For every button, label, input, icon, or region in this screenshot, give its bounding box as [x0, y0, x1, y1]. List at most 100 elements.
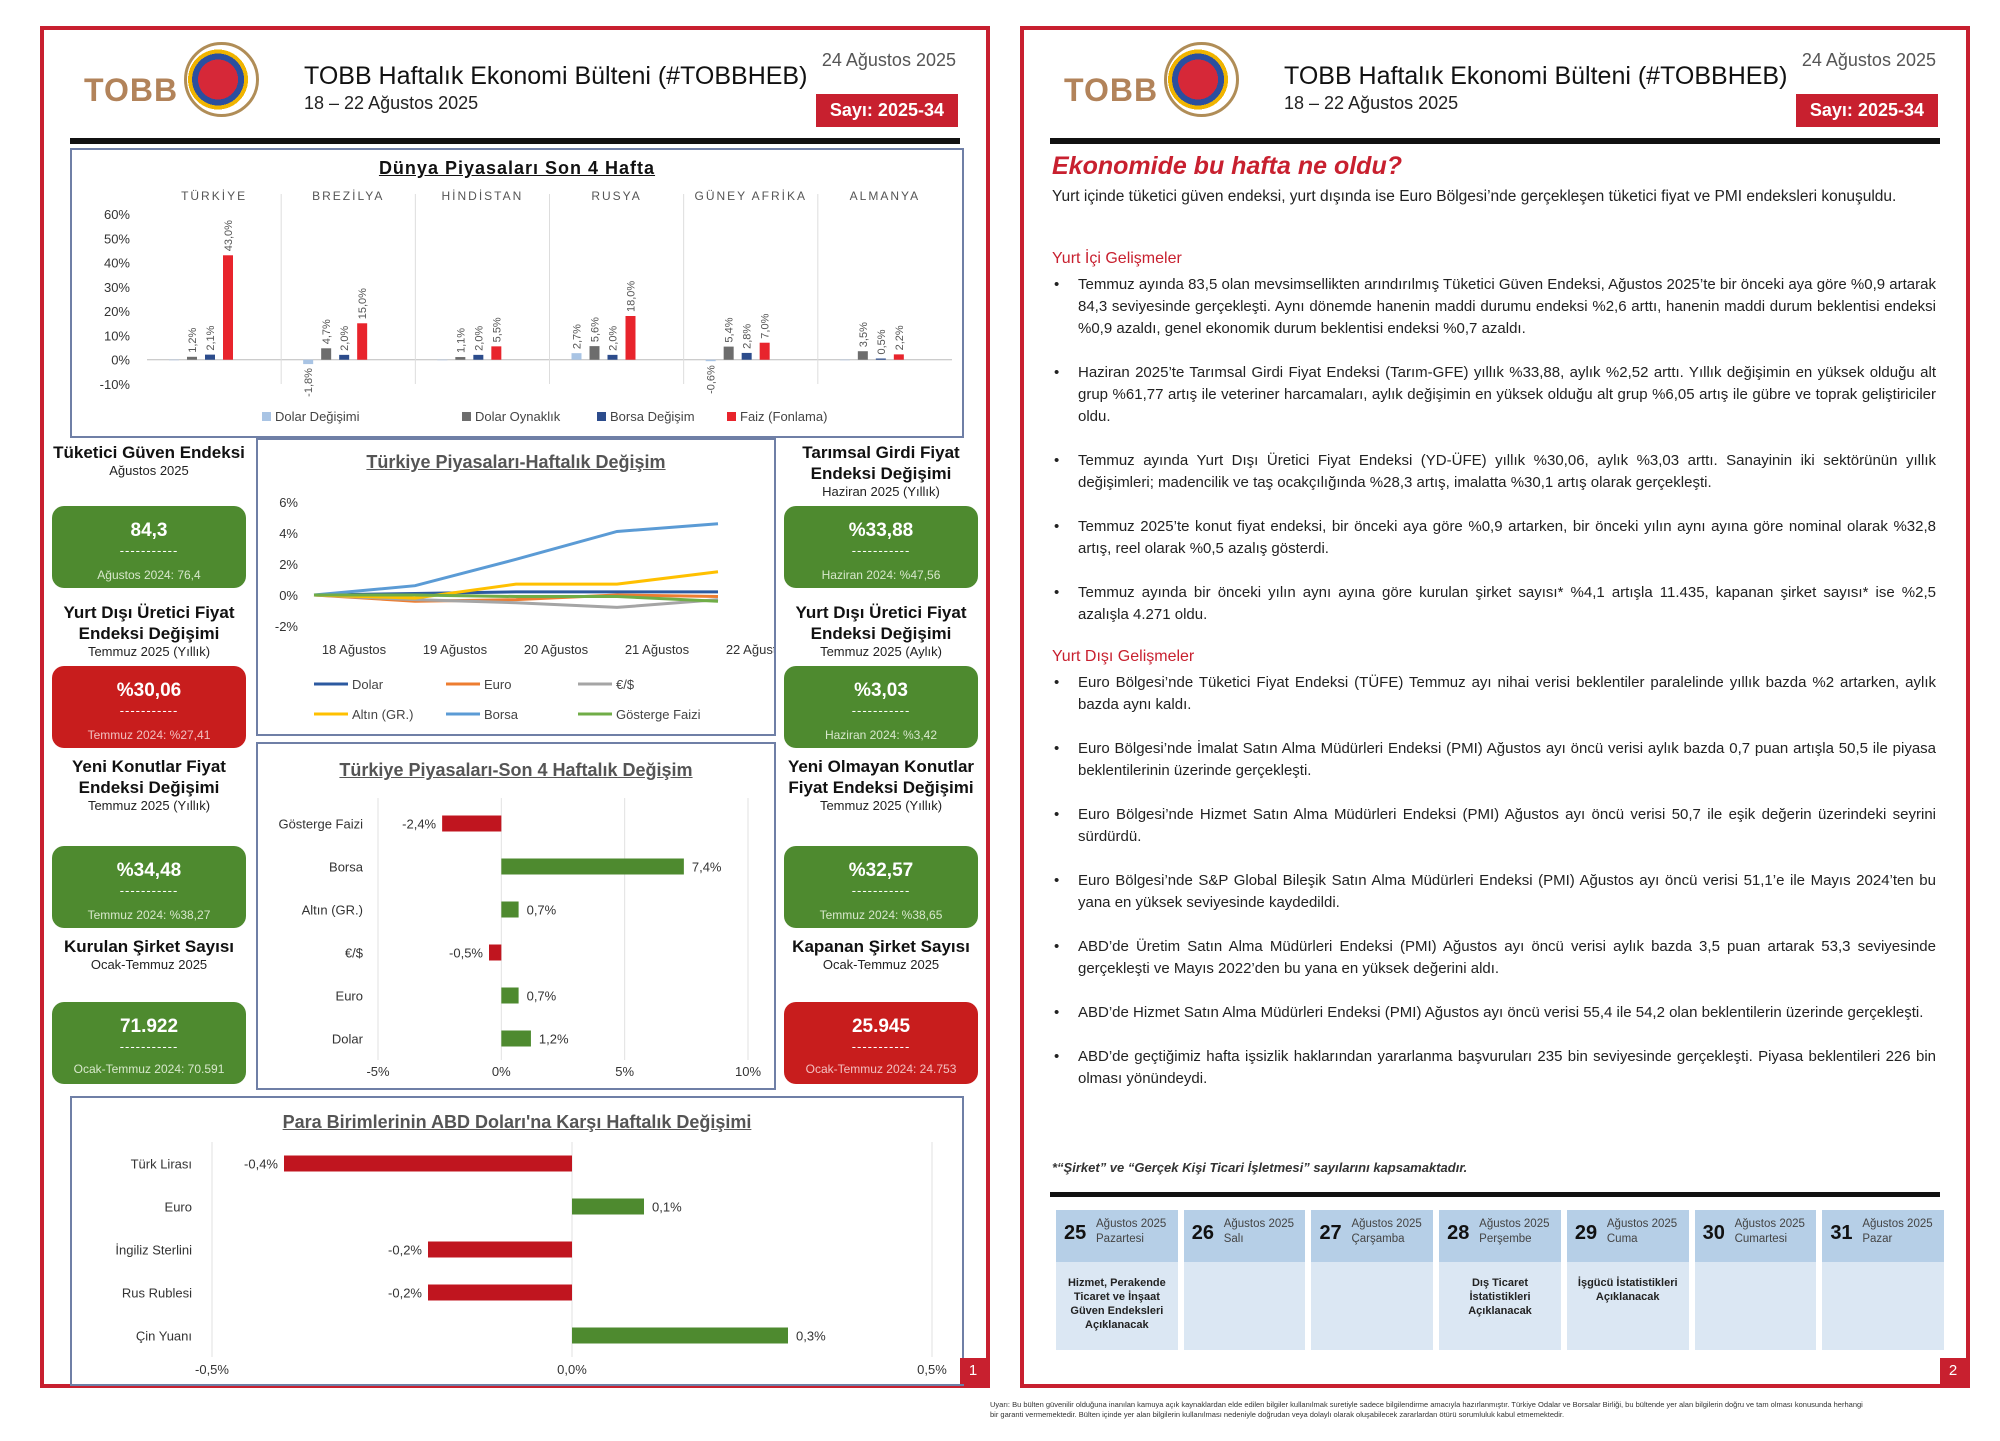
- category-label: €/$: [345, 946, 364, 961]
- tobb-logo: TOBB: [84, 42, 259, 132]
- calendar-day-number: 31: [1830, 1222, 1853, 1244]
- category-label: Borsa: [329, 860, 364, 875]
- data-label: 0,7%: [527, 989, 557, 1004]
- bar: [489, 944, 502, 961]
- x-tick-label: 18 Ağustos: [322, 642, 387, 657]
- bar: [572, 1327, 788, 1344]
- header-rule: [1050, 138, 1940, 144]
- page-number: 2: [1940, 1358, 1966, 1384]
- tobb-emblem-icon: [1164, 42, 1239, 117]
- list-item: Euro Bölgesi’nde S&P Global Bileşik Satı…: [1052, 870, 1936, 914]
- data-label: -2,4%: [402, 817, 436, 832]
- bar: [501, 987, 519, 1004]
- calendar-month: Ağustos 2025: [1734, 1218, 1805, 1230]
- y-tick-label: -10%: [100, 377, 131, 392]
- calendar-day-header: 28 Ağustos 2025 Perşembe: [1439, 1210, 1561, 1262]
- indicator-label-export-ppi-monthly: Yurt Dışı Üretici Fiyat Endeksi Değişimi…: [795, 603, 967, 659]
- bar: [223, 255, 233, 360]
- data-label: 2,2%: [894, 325, 906, 350]
- calendar-day-number: 29: [1574, 1222, 1598, 1244]
- data-label: 2,0%: [473, 326, 485, 351]
- calendar-day-number: 26: [1191, 1222, 1214, 1244]
- bar: [571, 353, 582, 360]
- bar: [501, 1030, 531, 1047]
- calendar-event: İşgücü İstatistikleri Açıklanacak: [1577, 1277, 1678, 1303]
- x-tick-label: 5%: [615, 1064, 634, 1079]
- legend-swatch: [262, 412, 271, 421]
- tobb-emblem-icon: [184, 42, 259, 117]
- calendar-day-header: 26 Ağustos 2025 Salı: [1183, 1210, 1306, 1262]
- country-label: TÜRKİYE: [181, 189, 247, 203]
- y-tick-label: 60%: [104, 207, 130, 222]
- calendar-weekday: Çarşamba: [1351, 1233, 1405, 1245]
- issue-badge: Sayı: 2025-34: [1795, 94, 1938, 127]
- bar: [442, 815, 502, 832]
- bar: [437, 359, 448, 361]
- issue-badge: Sayı: 2025-34: [815, 94, 958, 127]
- data-label: 7,4%: [692, 860, 722, 875]
- bar: [893, 354, 904, 360]
- country-label: HİNDİSTAN: [442, 189, 524, 203]
- currency-chart-title: Para Birimlerinin ABD Doları'na Karşı Ha…: [282, 1112, 752, 1132]
- weekly-chart-title: Türkiye Piyasaları-Haftalık Değişim: [366, 452, 666, 472]
- indicator-card-firms-founded: 71.922 ----------- Ocak-Temmuz 2024: 70.59…: [52, 1002, 246, 1084]
- category-label: Rus Rublesi: [122, 1286, 192, 1301]
- foreign-heading: Yurt Dışı Gelişmeler: [1052, 648, 1195, 665]
- data-label: 2,0%: [339, 326, 351, 351]
- header-rule: [70, 138, 960, 144]
- calendar-event: Hizmet, Perakende Ticaret ve İnşaat Güve…: [1067, 1277, 1166, 1331]
- bar: [741, 352, 752, 360]
- bar: [572, 1198, 644, 1215]
- x-tick-label: -0,5%: [195, 1362, 229, 1377]
- list-item: Temmuz ayında Yurt Dışı Üretici Fiyat En…: [1052, 450, 1936, 494]
- list-item: Euro Bölgesi’nde Tüketici Fiyat Endeksi …: [1052, 672, 1936, 716]
- calendar-event: Dış Ticaret İstatistikleri Açıklanacak: [1468, 1277, 1532, 1317]
- y-tick-label: 30%: [104, 280, 130, 295]
- list-item: Temmuz 2025’te konut fiyat endeksi, bir …: [1052, 516, 1936, 560]
- domestic-list: Temmuz ayında 83,5 olan mevsimsellikten …: [1052, 274, 1936, 648]
- data-label: -1,8%: [303, 368, 315, 397]
- legend-swatch: [462, 412, 471, 421]
- x-tick-label: 21 Ağustos: [625, 642, 690, 657]
- calendar-day: 26 Ağustos 2025 Salı: [1183, 1210, 1306, 1350]
- bulletin-period: 18 – 22 Ağustos 2025: [1284, 93, 1459, 113]
- y-tick-label: -2%: [275, 619, 299, 634]
- page-1: TOBB TOBB Haftalık Ekonomi Bülteni (#TOB…: [40, 26, 990, 1388]
- calendar-day-number: 30: [1702, 1222, 1725, 1244]
- data-label: -0,5%: [449, 946, 483, 961]
- bar: [339, 354, 350, 360]
- bar: [321, 348, 332, 360]
- bar: [857, 351, 868, 360]
- calendar-weekday: Perşembe: [1479, 1233, 1532, 1245]
- bar: [187, 356, 197, 360]
- indicator-card-firms-closed: 25.945 ----------- Ocak-Temmuz 2024: 24.75…: [784, 1002, 978, 1084]
- bar: [491, 346, 502, 360]
- footnote: *“Şirket” ve “Gerçek Kişi Ticari İşletme…: [1052, 1160, 1468, 1175]
- calendar-day: 25 Ağustos 2025 Pazartesi Hizmet, Perake…: [1056, 1210, 1178, 1350]
- y-tick-label: 0%: [111, 353, 130, 368]
- bulletin-title: TOBB Haftalık Ekonomi Bülteni (#TOBBHEB): [304, 62, 808, 90]
- disclaimer: Uyarı: Bu bülten güvenilir olduğuna inan…: [990, 1400, 1863, 1419]
- list-item: ABD’de Hizmet Satın Alma Müdürleri Endek…: [1052, 1002, 1936, 1024]
- calendar-day-header: 29 Ağustos 2025 Cuma: [1566, 1210, 1689, 1262]
- calendar-month: Ağustos 2025: [1351, 1218, 1422, 1230]
- data-label: 2,7%: [572, 324, 584, 349]
- four-week-chart: Türkiye Piyasaları-Son 4 Haftalık Değişi…: [256, 742, 776, 1090]
- data-label: -0,2%: [388, 1243, 422, 1258]
- list-item: ABD’de Üretim Satın Alma Müdürleri Endek…: [1052, 936, 1936, 980]
- calendar-weekday: Cuma: [1606, 1233, 1638, 1245]
- indicator-label-consumer-confidence: Tüketici Güven Endeksi Ağustos 2025: [53, 443, 245, 478]
- currency-chart: Para Birimlerinin ABD Doları'na Karşı Ha…: [70, 1096, 964, 1386]
- list-item: ABD’de geçtiğimiz hafta işsizlik hakları…: [1052, 1046, 1936, 1090]
- calendar-day-number: 27: [1319, 1222, 1342, 1244]
- bar: [303, 359, 314, 365]
- data-label: 18,0%: [626, 281, 638, 312]
- y-tick-label: 40%: [104, 256, 130, 271]
- bulletin-title: TOBB Haftalık Ekonomi Bülteni (#TOBBHEB): [1284, 62, 1788, 90]
- bulletin-period: 18 – 22 Ağustos 2025: [304, 93, 479, 113]
- indicator-card-existing-housing: %32,57 ----------- Temmuz 2024: %38,65: [784, 846, 978, 928]
- data-label: 15,0%: [357, 288, 369, 319]
- category-label: Çin Yuanı: [136, 1329, 192, 1344]
- data-label: 0,3%: [796, 1329, 826, 1344]
- bar: [357, 323, 368, 360]
